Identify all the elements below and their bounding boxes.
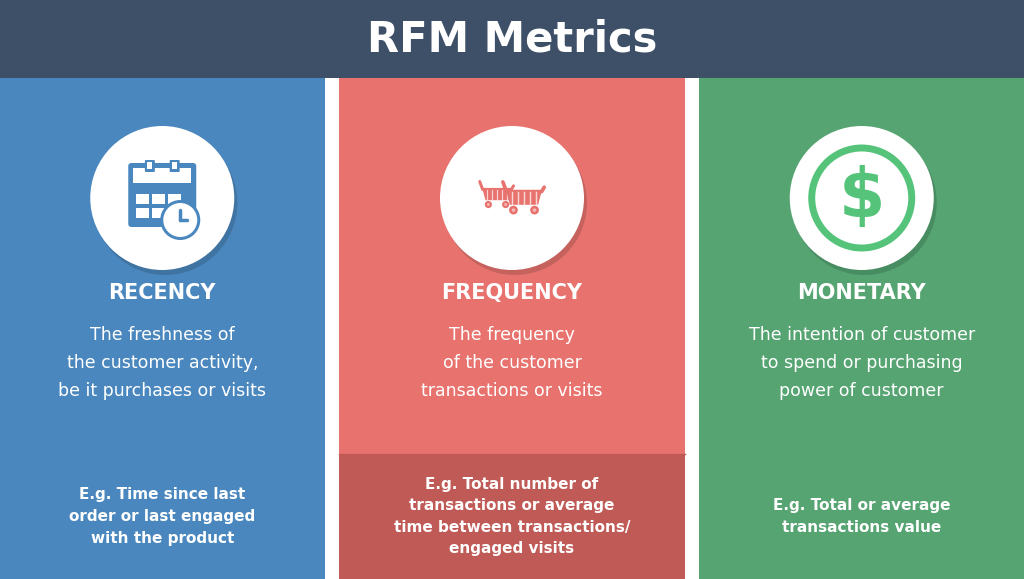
FancyBboxPatch shape xyxy=(144,160,155,172)
FancyBboxPatch shape xyxy=(168,194,181,204)
FancyBboxPatch shape xyxy=(0,78,325,454)
FancyBboxPatch shape xyxy=(699,454,1024,579)
FancyBboxPatch shape xyxy=(147,162,153,169)
FancyBboxPatch shape xyxy=(168,208,181,218)
Circle shape xyxy=(161,200,201,240)
Circle shape xyxy=(504,203,507,206)
FancyBboxPatch shape xyxy=(339,78,685,454)
FancyBboxPatch shape xyxy=(128,163,197,227)
Text: The frequency
of the customer
transactions or visits: The frequency of the customer transactio… xyxy=(421,326,603,400)
Text: The intention of customer
to spend or purchasing
power of customer: The intention of customer to spend or pu… xyxy=(749,326,975,400)
Text: $: $ xyxy=(839,165,885,231)
Circle shape xyxy=(512,208,515,212)
Text: The freshness of
the customer activity,
be it purchases or visits: The freshness of the customer activity, … xyxy=(58,326,266,400)
Text: E.g. Total number of
transactions or average
time between transactions/
engaged : E.g. Total number of transactions or ave… xyxy=(394,477,630,556)
FancyBboxPatch shape xyxy=(0,0,1024,78)
FancyBboxPatch shape xyxy=(133,168,191,183)
Ellipse shape xyxy=(90,126,234,270)
Ellipse shape xyxy=(93,131,238,275)
Ellipse shape xyxy=(793,131,937,275)
Circle shape xyxy=(532,208,537,212)
FancyBboxPatch shape xyxy=(170,160,179,172)
Circle shape xyxy=(502,201,509,208)
Circle shape xyxy=(487,203,489,206)
Ellipse shape xyxy=(440,126,584,270)
FancyBboxPatch shape xyxy=(699,78,1024,454)
FancyBboxPatch shape xyxy=(153,208,165,218)
Polygon shape xyxy=(482,189,511,200)
Text: RECENCY: RECENCY xyxy=(109,283,216,303)
Polygon shape xyxy=(507,192,542,205)
Circle shape xyxy=(509,206,518,214)
FancyBboxPatch shape xyxy=(153,194,165,204)
Circle shape xyxy=(530,206,539,214)
Text: E.g. Total or average
transactions value: E.g. Total or average transactions value xyxy=(773,498,950,535)
Ellipse shape xyxy=(443,131,587,275)
FancyBboxPatch shape xyxy=(339,454,685,579)
Text: RFM Metrics: RFM Metrics xyxy=(367,18,657,60)
FancyBboxPatch shape xyxy=(136,194,150,204)
FancyBboxPatch shape xyxy=(136,208,150,218)
FancyBboxPatch shape xyxy=(172,162,177,169)
Text: FREQUENCY: FREQUENCY xyxy=(441,283,583,303)
FancyBboxPatch shape xyxy=(0,454,325,579)
Text: E.g. Time since last
order or last engaged
with the product: E.g. Time since last order or last engag… xyxy=(70,488,255,545)
Circle shape xyxy=(163,203,198,237)
Circle shape xyxy=(484,201,492,208)
Ellipse shape xyxy=(790,126,934,270)
Text: MONETARY: MONETARY xyxy=(798,283,926,303)
